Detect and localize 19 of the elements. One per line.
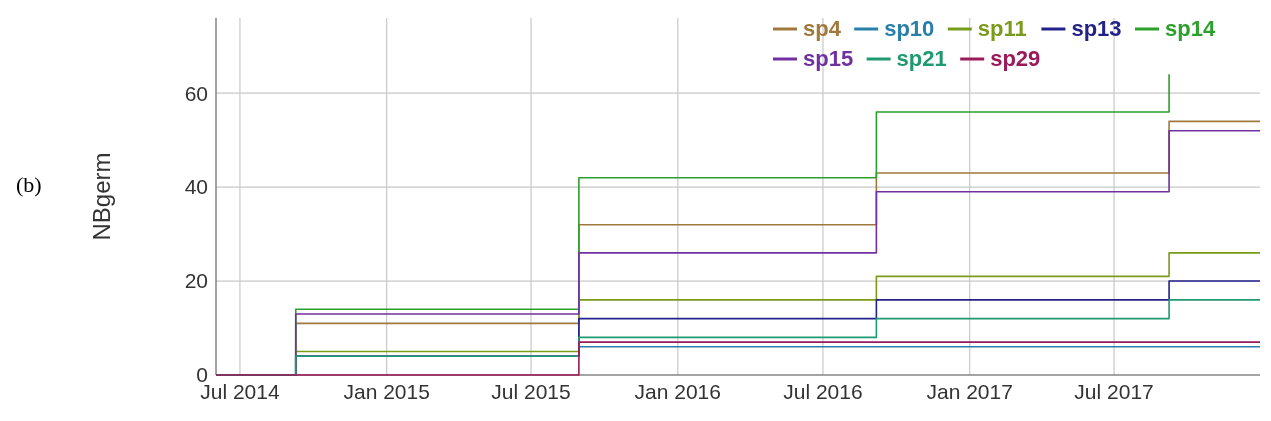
x-tick-label: Jul 2017 (1074, 380, 1154, 403)
x-tick-label: Jul 2016 (783, 380, 863, 403)
legend-label: sp13 (1071, 16, 1122, 41)
x-tick-label: Jan 2017 (926, 380, 1013, 403)
legend-label: sp4 (803, 16, 842, 41)
y-tick-label: 20 (184, 269, 208, 293)
x-tick-label: Jul 2015 (491, 380, 571, 403)
x-tick-label: Jan 2016 (634, 380, 721, 403)
y-tick-label: 40 (184, 175, 208, 199)
text: (b) (16, 172, 42, 197)
legend-label: sp29 (990, 46, 1041, 71)
x-tick-label: Jan 2015 (343, 380, 430, 403)
legend-label: sp15 (803, 46, 854, 71)
legend-label: sp11 (977, 16, 1027, 41)
legend-label: sp14 (1165, 16, 1216, 41)
legend-label: sp21 (896, 46, 947, 71)
y-tick-label: 60 (184, 81, 208, 105)
y-axis-title: NBgerm (88, 152, 115, 241)
legend-label: sp10 (884, 16, 935, 41)
